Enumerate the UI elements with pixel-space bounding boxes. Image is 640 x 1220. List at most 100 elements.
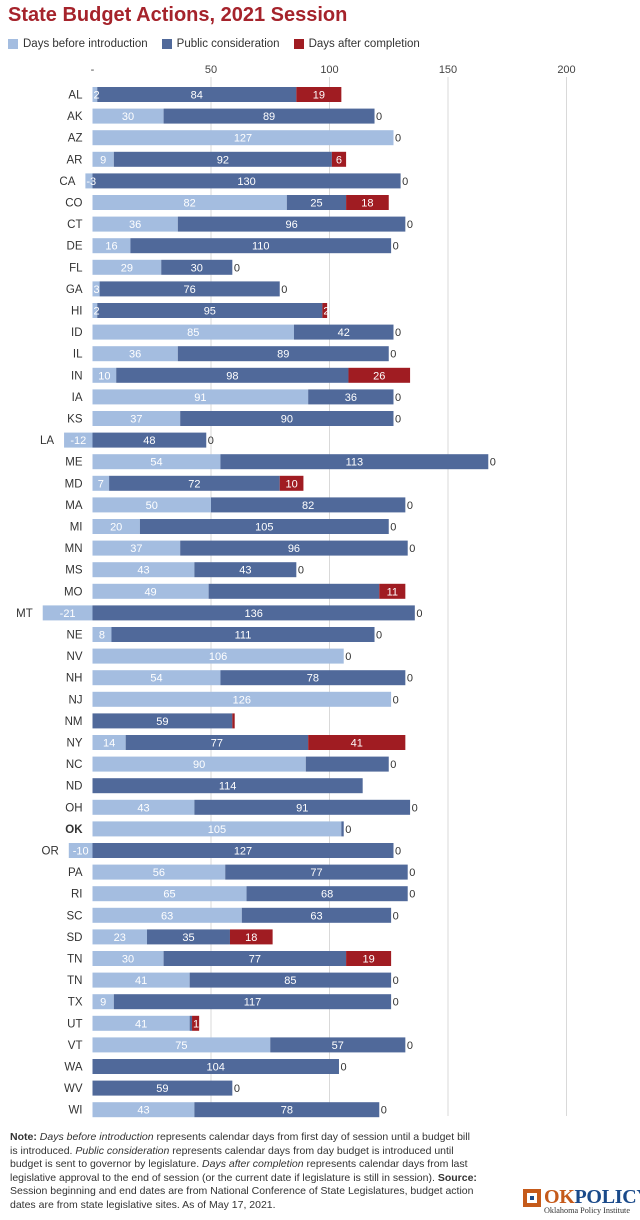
bar-before <box>42 605 93 621</box>
value-label-after: 0 <box>390 522 396 534</box>
value-label-before: 54 <box>150 673 162 685</box>
note-text-1: represents calendar days from first day … <box>10 1131 470 1157</box>
x-tick-label: 150 <box>439 64 457 76</box>
logo-subtitle: Oklahoma Policy Institute <box>544 1206 630 1215</box>
value-label-before: -21 <box>60 608 76 620</box>
category-label: AR <box>67 154 83 166</box>
value-label-before: 126 <box>233 694 251 706</box>
logo-policy: POLICY <box>574 1186 640 1208</box>
value-label-after: 0 <box>395 846 401 858</box>
bar-public <box>163 951 347 966</box>
bar-after <box>331 151 347 167</box>
logo-mark-icon <box>523 1189 541 1207</box>
value-label-after: 0 <box>407 673 413 685</box>
category-label: IL <box>73 349 83 361</box>
note-label: Note: <box>10 1131 37 1143</box>
value-label-before: 106 <box>209 651 227 663</box>
value-label-public: 84 <box>191 90 203 102</box>
category-label: GA <box>66 284 83 296</box>
bar-public <box>189 972 392 988</box>
value-label-public: 90 <box>281 414 293 426</box>
value-label-public: 57 <box>332 1040 344 1052</box>
value-label-public: 77 <box>310 867 322 879</box>
bar-public <box>92 713 233 729</box>
value-label-before: 14 <box>103 738 115 750</box>
value-label-before: 20 <box>110 522 122 534</box>
value-label-after: 0 <box>390 759 396 771</box>
value-label-public: 36 <box>345 392 357 404</box>
bar-public <box>293 324 394 340</box>
category-label: HI <box>71 306 83 318</box>
note-term-before: Days before introduction <box>39 1131 154 1143</box>
bar-public <box>92 843 394 858</box>
category-label: MO <box>64 586 83 598</box>
value-label-public: 136 <box>244 608 262 620</box>
bar-public <box>92 605 415 621</box>
category-label: TN <box>67 975 82 987</box>
value-label-before: 10 <box>98 370 110 382</box>
value-label-after: 0 <box>490 457 496 469</box>
value-label-before: 43 <box>137 1105 149 1117</box>
bar-after <box>192 1015 200 1031</box>
bar-public <box>116 367 349 383</box>
category-label: MD <box>65 478 83 490</box>
value-label-before: 91 <box>194 392 206 404</box>
value-label-before: 29 <box>121 262 133 274</box>
category-label: IN <box>71 370 83 382</box>
value-label-public: 59 <box>156 1083 168 1095</box>
value-label-after: 0 <box>340 1062 346 1074</box>
value-label-before: 2 <box>94 306 100 318</box>
source-text: Session beginning and end dates are from… <box>10 1185 474 1211</box>
category-label: RI <box>71 889 83 901</box>
bar-before <box>92 648 344 664</box>
category-label: KS <box>67 414 83 426</box>
value-label-before: 7 <box>98 478 104 490</box>
value-label-public: 77 <box>211 738 223 750</box>
bar-after <box>229 929 273 945</box>
bar-after <box>308 735 406 750</box>
value-label-after: 18 <box>361 198 373 210</box>
bar-before <box>92 108 164 124</box>
bar-before <box>85 173 93 189</box>
value-label-before: 41 <box>135 1018 147 1030</box>
bar-public <box>241 907 392 923</box>
bar-public <box>163 108 375 124</box>
bar-public <box>211 497 406 513</box>
bar-public <box>177 346 389 362</box>
category-label: AZ <box>68 133 83 145</box>
category-label: IA <box>72 392 83 404</box>
bar-before <box>92 497 211 513</box>
legend-item-after: Days after completion <box>293 38 420 50</box>
logo-name: OKPOLICY <box>544 1186 640 1209</box>
value-label-after: 0 <box>409 543 415 555</box>
value-label-public: 35 <box>182 932 194 944</box>
category-label: OK <box>65 824 83 836</box>
value-label-after: 0 <box>234 1083 240 1095</box>
category-label: AK <box>67 111 83 123</box>
value-label-before: -10 <box>73 846 89 858</box>
category-label: UT <box>67 1018 82 1030</box>
bar-before <box>92 195 287 210</box>
value-label-before: 105 <box>208 824 226 836</box>
bar-before <box>92 583 209 599</box>
bar-public <box>92 432 207 448</box>
legend-item-before: Days before introduction <box>8 38 148 50</box>
value-label-before: 85 <box>187 327 199 339</box>
value-label-public: 114 <box>219 781 237 793</box>
category-label: DE <box>67 241 83 253</box>
category-label: FL <box>69 262 83 274</box>
bar-before <box>92 735 126 750</box>
bar-before <box>92 303 98 318</box>
category-label: OH <box>65 802 82 814</box>
bar-before <box>92 756 306 772</box>
bar-before <box>92 87 98 102</box>
bar-before <box>92 864 226 880</box>
value-label-after: 0 <box>393 241 399 253</box>
bar-public <box>147 929 230 945</box>
bar-after <box>279 475 304 491</box>
value-label-before: 8 <box>99 630 105 642</box>
bar-before <box>92 972 190 988</box>
bar-before <box>92 907 242 923</box>
value-label-before: 37 <box>130 543 142 555</box>
category-label: CO <box>65 198 82 210</box>
